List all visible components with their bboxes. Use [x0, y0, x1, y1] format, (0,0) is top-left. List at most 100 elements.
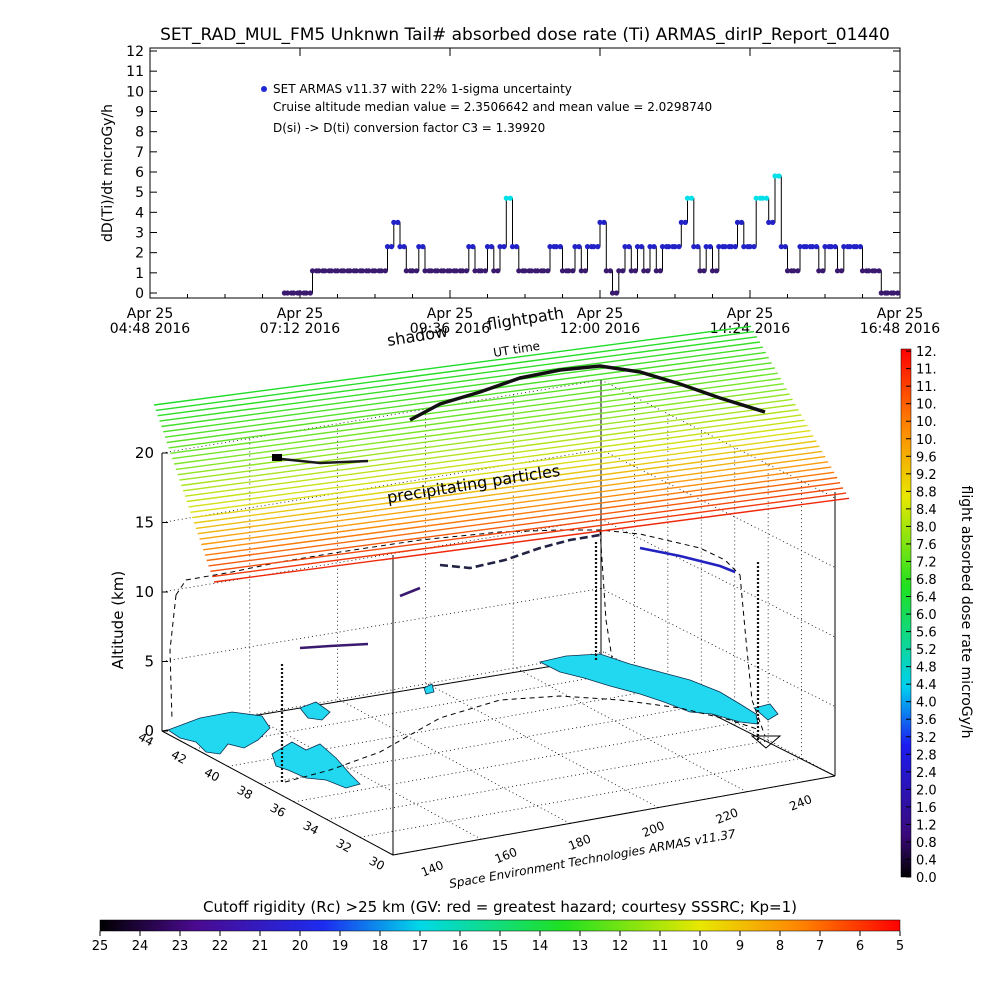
bottom-colorbar-tick-label: 15 — [492, 939, 509, 954]
precip-layer-line — [183, 409, 799, 492]
floor-grid-line — [392, 775, 836, 856]
top-data-point — [416, 244, 422, 250]
top-data-point — [488, 244, 495, 250]
top-data-point — [595, 244, 601, 250]
bottom-colorbar-tick-label: 24 — [132, 939, 149, 954]
top-data-point — [303, 290, 309, 296]
top-data-point — [816, 268, 822, 274]
top-data-point — [647, 244, 653, 250]
right-colorbar-tick-label: 0.4 — [916, 853, 937, 868]
right-colorbar-tick-label: 3.6 — [916, 713, 937, 728]
top-data-point — [553, 244, 559, 250]
top-data-point — [616, 268, 622, 274]
precip-layers — [153, 325, 850, 583]
top-x-tick-label: 16:48 2016 — [860, 321, 941, 337]
longitude-tick-label: 200 — [640, 818, 666, 840]
top-data-point — [466, 244, 472, 250]
bottom-colorbar-tick-label: 12 — [612, 939, 629, 954]
top-data-point — [634, 244, 641, 250]
top-data-point — [328, 268, 334, 274]
top-data-point — [813, 244, 820, 250]
top-data-point — [695, 244, 701, 250]
top-data-point — [470, 244, 476, 250]
flight-path-segment — [399, 586, 421, 598]
top-data-point — [495, 268, 501, 274]
precip-layer-line — [210, 487, 844, 572]
latitude-tick-label: 36 — [268, 801, 288, 821]
bottom-colorbar-label: Cutoff rigidity (Rc) >25 km (GV: red = g… — [203, 898, 797, 916]
top-data-point — [778, 244, 784, 250]
flight-path-segment — [439, 533, 601, 570]
right-colorbar-tick-label: 8.0 — [916, 520, 937, 535]
top-data-point — [434, 268, 441, 274]
top-data-point — [866, 268, 872, 274]
right-colorbar-tick-label: 0.0 — [916, 871, 937, 886]
altitude-tick-label: 10 — [135, 583, 154, 601]
page-title: SET_RAD_MUL_FM5 Unknwn Tail# absorbed do… — [160, 25, 890, 45]
top-data-point — [307, 290, 313, 296]
top-data-point — [653, 268, 659, 274]
flight-path-segment — [271, 456, 369, 465]
precip-layer-line — [195, 445, 820, 530]
top-data-point — [847, 244, 853, 250]
top-data-point — [620, 268, 626, 274]
top-data-point — [428, 268, 434, 274]
right-colorbar-tick-label: 0.8 — [916, 836, 937, 851]
top-series — [281, 173, 901, 296]
top-data-point — [722, 244, 728, 250]
top-data-point — [463, 268, 470, 274]
top-data-point — [516, 268, 522, 274]
top-data-point — [501, 244, 507, 250]
top-data-point — [770, 219, 776, 225]
bottom-colorbar-tick-label: 7 — [816, 939, 824, 954]
top-x-tick-label: 09:36 2016 — [410, 321, 491, 337]
plot-3d: shadow flightpath UT time precipitating … — [109, 303, 850, 891]
right-colorbar-tick-label: 9.2 — [916, 468, 937, 483]
top-data-point — [372, 268, 378, 274]
top-data-point — [857, 244, 863, 250]
top-data-point — [601, 219, 607, 225]
top-data-point — [738, 219, 745, 225]
top-data-point — [638, 244, 645, 250]
top-data-point — [409, 268, 416, 274]
top-data-point — [472, 268, 478, 274]
altitude-ticks: 0 5 10 15 20 — [135, 444, 168, 740]
right-colorbar-tick-label: 1.6 — [916, 801, 937, 816]
top-data-point — [684, 195, 691, 201]
top-data-point — [728, 244, 734, 250]
top-data-point — [576, 244, 582, 250]
precip-layer-line — [184, 414, 802, 497]
altitude-tick-label: 20 — [135, 444, 154, 462]
precip-layer-line — [163, 351, 766, 433]
precip-layer-line — [173, 383, 784, 465]
precip-layer-line — [153, 325, 752, 406]
top-data-point — [784, 268, 791, 274]
top-data-point — [507, 195, 513, 201]
precip-layer-line — [213, 497, 850, 583]
top-data-point — [584, 244, 591, 250]
bottom-colorbar-tick-label: 17 — [412, 939, 429, 954]
plot3d-grid — [161, 379, 836, 856]
floor-grid-line — [161, 651, 605, 732]
precip-layer-line — [212, 492, 847, 578]
top-data-point — [482, 268, 488, 274]
top-data-point — [420, 244, 426, 250]
top-data-point — [491, 268, 497, 274]
top-data-point — [741, 244, 747, 250]
top-data-point — [691, 244, 697, 250]
right-colorbar: 0.0 0.4 0.8 1.2 1.6 2.0 2.4 2.8 3.2 3.6 4.0 4.4 4.8 5… — [900, 345, 974, 886]
top-data-point — [859, 268, 866, 274]
longitude-tick-label: 240 — [787, 792, 813, 814]
precip-layer-line — [188, 424, 808, 508]
top-y-tick-label: 1 — [135, 266, 144, 282]
precip-layer-line — [190, 429, 811, 513]
right-colorbar-tick-label: 4.4 — [916, 678, 937, 693]
top-data-point — [651, 244, 657, 250]
precip-layer-line — [206, 476, 838, 562]
top-data-point — [822, 244, 828, 250]
bottom-colorbar-tick-label: 6 — [856, 939, 864, 954]
right-colorbar-ticks: 0.0 0.4 0.8 1.2 1.6 2.0 2.4 2.8 3.2 3.6 4.0 4.4 4.8 5… — [906, 345, 937, 886]
floor-grid-line — [427, 683, 659, 808]
